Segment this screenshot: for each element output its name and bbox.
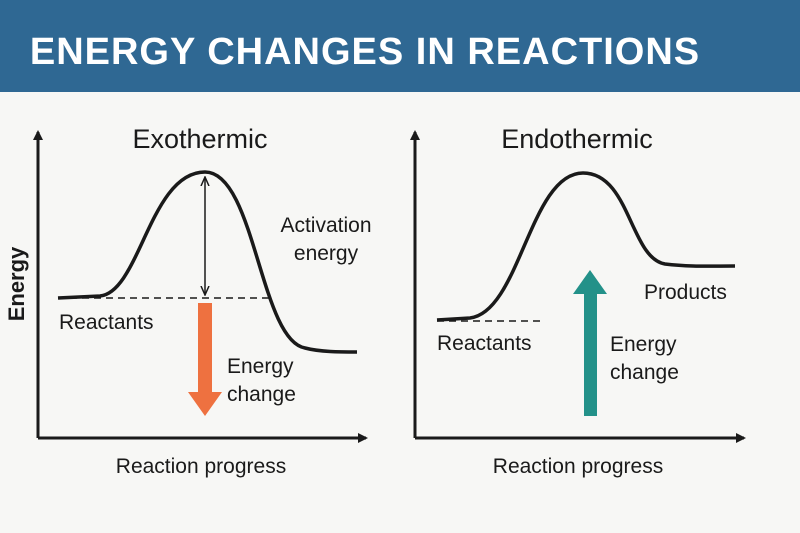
endothermic-title: Endothermic (501, 124, 653, 154)
energy-change-label-2: change (227, 383, 296, 406)
reactants-label: Reactants (437, 332, 532, 355)
endothermic-panel: Endothermic Products Reactants Energy ch… (410, 124, 746, 478)
reactants-label: Reactants (59, 311, 154, 334)
exothermic-title: Exothermic (132, 124, 267, 154)
energy-change-label-1: Energy (610, 333, 677, 356)
exothermic-curve (57, 170, 358, 354)
endothermic-curve (436, 171, 736, 322)
activation-label-2: energy (294, 242, 359, 265)
energy-change-label-1: Energy (227, 355, 294, 378)
energy-change-label-2: change (610, 361, 679, 384)
x-axis-label: Reaction progress (493, 455, 663, 478)
exothermic-panel: Exothermic Activation energy Reactants E… (33, 124, 372, 478)
y-axis-label: Energy (4, 246, 29, 321)
products-label: Products (644, 281, 727, 304)
header-band (0, 0, 800, 92)
energy-change-up-arrow (573, 270, 607, 416)
activation-label-1: Activation (280, 214, 371, 237)
page-title: ENERGY CHANGES IN REACTIONS (30, 31, 700, 73)
x-axis-label: Reaction progress (116, 455, 286, 478)
energy-change-down-arrow (188, 303, 222, 416)
